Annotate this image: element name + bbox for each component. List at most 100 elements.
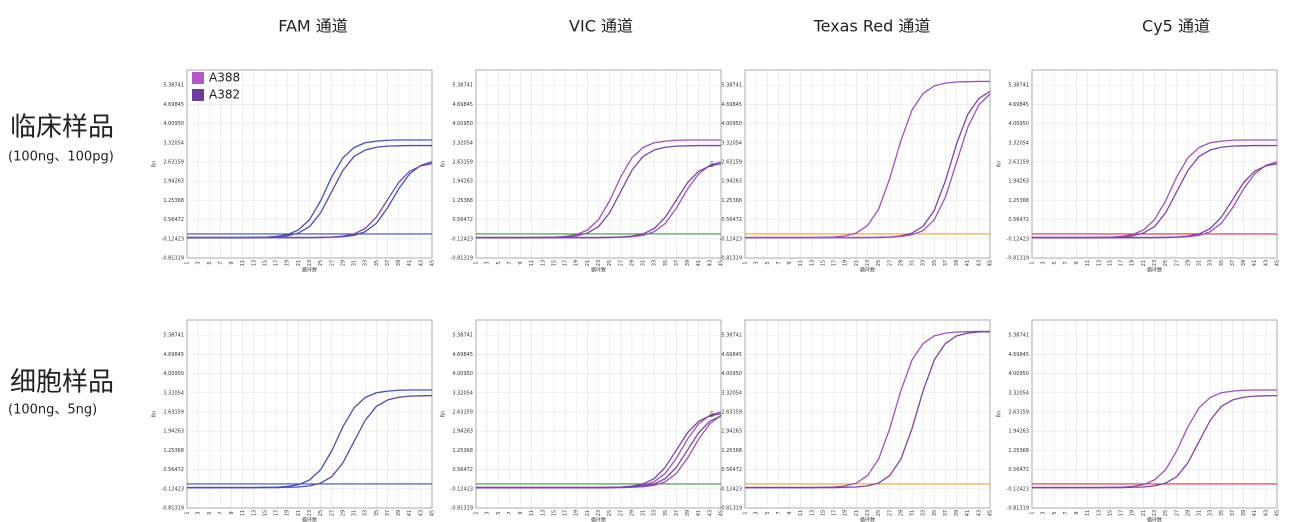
x-tick-label: 3 — [485, 511, 491, 514]
x-axis-label: 循环数 — [591, 267, 606, 274]
x-tick-label: 5 — [765, 511, 771, 514]
x-tick-label: 15 — [820, 510, 826, 516]
column-header: Cy5 通道 — [1142, 17, 1210, 36]
x-tick-label: 29 — [340, 260, 346, 266]
x-tick-label: 41 — [696, 260, 702, 266]
x-tick-label: 21 — [854, 510, 860, 516]
y-tick-label: 4.00950 — [452, 121, 473, 127]
x-tick-label: 33 — [363, 260, 369, 266]
x-tick-label: 43 — [1263, 510, 1269, 516]
y-tick-label: -0.12423 — [451, 486, 473, 492]
x-tick-label: 25 — [1163, 260, 1169, 266]
x-tick-label: 15 — [262, 260, 268, 266]
column-header: VIC 通道 — [569, 17, 633, 36]
y-tick-label: 4.69845 — [1008, 102, 1029, 108]
x-tick-label: 9 — [787, 261, 793, 264]
x-axis-label: 循环数 — [860, 267, 875, 274]
x-tick-label: 1 — [743, 511, 749, 514]
x-tick-label: 11 — [1085, 260, 1091, 266]
x-tick-label: 15 — [1107, 510, 1113, 516]
x-axis-label: 循环数 — [591, 517, 606, 522]
y-axis-label: Rn — [152, 411, 158, 418]
amplification-curve — [745, 93, 991, 239]
x-tick-label: 23 — [865, 510, 871, 516]
y-tick-label: 5.38741 — [452, 333, 473, 339]
x-axis-label: 循环数 — [1147, 517, 1162, 522]
x-tick-label: 35 — [374, 510, 380, 516]
y-tick-label: 1.94263 — [163, 179, 184, 185]
x-tick-label: 45 — [430, 510, 436, 516]
amplification-curve — [187, 394, 433, 489]
y-tick-label: 1.94263 — [452, 429, 473, 435]
x-tick-label: 15 — [262, 510, 268, 516]
x-tick-label: 37 — [385, 510, 391, 516]
x-tick-label: 21 — [854, 260, 860, 266]
x-tick-label: 37 — [1230, 260, 1236, 266]
x-tick-label: 17 — [563, 510, 569, 516]
x-axis-label: 循环数 — [1147, 267, 1162, 274]
x-tick-label: 29 — [1185, 510, 1191, 516]
x-tick-label: 21 — [296, 510, 302, 516]
x-tick-label: 21 — [585, 510, 591, 516]
y-tick-label: 2.63159 — [721, 409, 742, 415]
x-tick-label: 39 — [685, 510, 691, 516]
x-tick-label: 3 — [196, 261, 202, 264]
y-tick-label: 2.63159 — [1008, 409, 1029, 415]
x-tick-label: 37 — [674, 260, 680, 266]
x-tick-label: 33 — [1208, 260, 1214, 266]
y-tick-label: 4.00950 — [721, 121, 742, 127]
x-tick-label: 29 — [898, 260, 904, 266]
x-tick-label: 1 — [1030, 261, 1036, 264]
x-tick-label: 27 — [618, 510, 624, 516]
x-tick-label: 13 — [251, 510, 257, 516]
x-tick-label: 25 — [318, 510, 324, 516]
x-tick-label: 43 — [418, 510, 424, 516]
x-tick-label: 17 — [563, 260, 569, 266]
y-tick-label: 4.69845 — [452, 352, 473, 358]
x-tick-label: 11 — [798, 510, 804, 516]
y-tick-label: 5.38741 — [721, 83, 742, 89]
x-tick-label: 3 — [754, 261, 760, 264]
legend-label: A382 — [209, 88, 240, 102]
x-tick-label: 37 — [385, 260, 391, 266]
x-tick-label: 7 — [1063, 261, 1069, 264]
y-tick-label: -0.12423 — [1007, 486, 1029, 492]
x-tick-label: 37 — [943, 260, 949, 266]
y-tick-label: 1.25368 — [452, 448, 473, 454]
y-axis-label: Rn — [997, 411, 1003, 418]
x-tick-label: 7 — [218, 261, 224, 264]
x-tick-label: 35 — [932, 510, 938, 516]
x-tick-label: 37 — [674, 510, 680, 516]
y-tick-label: 4.00950 — [1008, 121, 1029, 127]
x-tick-label: 35 — [663, 260, 669, 266]
y-axis-label: Rn — [441, 161, 447, 168]
x-tick-label: 43 — [707, 260, 713, 266]
y-tick-label: 4.69845 — [163, 102, 184, 108]
x-tick-label: 33 — [652, 260, 658, 266]
x-tick-label: 17 — [274, 510, 280, 516]
x-tick-label: 43 — [976, 260, 982, 266]
row-subtitle: (100ng、5ng) — [8, 403, 97, 418]
x-tick-label: 41 — [965, 510, 971, 516]
y-tick-label: 3.32054 — [1008, 390, 1029, 396]
x-tick-label: 45 — [988, 510, 994, 516]
x-tick-label: 15 — [1107, 260, 1113, 266]
y-axis-label: Rn — [710, 161, 716, 168]
y-tick-label: 2.63159 — [163, 159, 184, 165]
amplification-curve — [476, 163, 722, 239]
x-tick-label: 27 — [329, 260, 335, 266]
amplification-curve — [1032, 394, 1278, 489]
y-tick-label: 3.32054 — [721, 140, 742, 146]
y-tick-label: 0.56472 — [721, 467, 742, 473]
y-tick-label: 3.32054 — [163, 140, 184, 146]
y-tick-label: -0.81319 — [162, 506, 184, 512]
y-tick-label: 2.63159 — [163, 409, 184, 415]
x-tick-label: 19 — [285, 510, 291, 516]
y-tick-label: 4.00950 — [163, 371, 184, 377]
x-tick-label: 35 — [1219, 260, 1225, 266]
y-tick-label: -0.12423 — [162, 236, 184, 242]
x-tick-label: 43 — [976, 510, 982, 516]
y-tick-label: -0.12423 — [162, 486, 184, 492]
x-tick-label: 17 — [274, 260, 280, 266]
x-tick-label: 17 — [832, 510, 838, 516]
